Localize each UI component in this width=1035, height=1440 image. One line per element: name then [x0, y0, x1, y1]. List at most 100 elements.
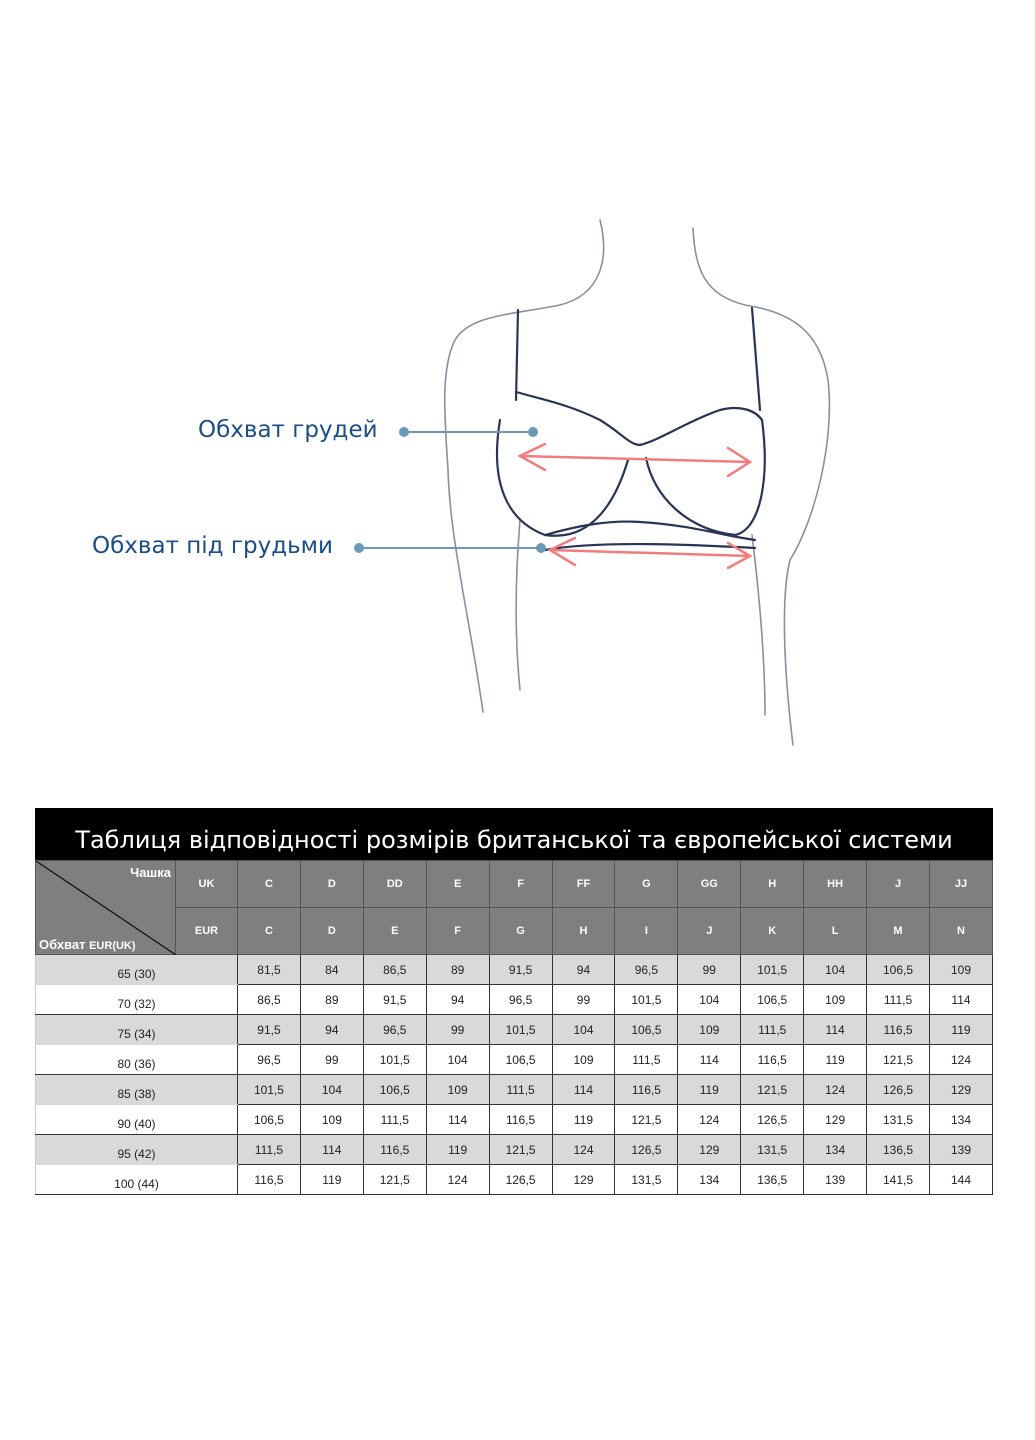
uk-cup-header: E: [425, 860, 490, 908]
underbust-point-dot: [536, 543, 546, 553]
bust-value-cell: 116,5: [362, 1134, 427, 1165]
bust-value-cell: 124: [677, 1104, 742, 1135]
bust-value-cell: 134: [677, 1164, 742, 1195]
bust-leader-dot: [399, 427, 409, 437]
eur-cup-header: E: [362, 907, 427, 955]
girth-header-main: Обхват: [39, 937, 86, 952]
bust-value-cell: 106,5: [866, 954, 930, 985]
table-title: Таблиця відповідності розмірів британськ…: [35, 808, 993, 860]
bust-value-cell: 124: [425, 1164, 490, 1195]
bust-value-cell: 104: [677, 984, 742, 1015]
bust-value-cell: 106,5: [740, 984, 805, 1015]
bust-value-cell: 106,5: [614, 1014, 679, 1045]
uk-cup-header: H: [740, 860, 805, 908]
bust-value-cell: 136,5: [740, 1164, 805, 1195]
band-size-cell: 95 (42): [35, 1134, 238, 1165]
bust-value-cell: 136,5: [866, 1134, 930, 1165]
bust-value-cell: 119: [299, 1164, 364, 1195]
bust-value-cell: 129: [677, 1134, 742, 1165]
bust-value-cell: 116,5: [740, 1044, 805, 1075]
band-size-cell: 80 (36): [35, 1044, 238, 1075]
bust-value-cell: 109: [425, 1074, 490, 1105]
bust-value-cell: 121,5: [488, 1134, 553, 1165]
bust-value-cell: 111,5: [740, 1014, 805, 1045]
uk-cup-header: C: [237, 860, 301, 908]
table-row: 95 (42) 111,5 114 116,5 119 121,5 124 126,5 129 1…: [35, 1134, 994, 1165]
bust-value-cell: 129: [551, 1164, 616, 1195]
bust-value-cell: 109: [928, 954, 994, 985]
eur-cup-header: L: [803, 907, 868, 955]
bust-value-cell: 104: [299, 1074, 364, 1105]
bust-value-cell: 119: [677, 1074, 742, 1105]
bust-value-cell: 109: [803, 984, 868, 1015]
bust-value-cell: 96,5: [237, 1044, 301, 1075]
bust-value-cell: 116,5: [614, 1074, 679, 1105]
eur-cup-header: K: [740, 907, 805, 955]
bust-value-cell: 114: [928, 984, 994, 1015]
table-corner-cell: Чашка Обхват EUR(UK): [35, 860, 176, 955]
uk-cup-header: GG: [677, 860, 742, 908]
bust-value-cell: 124: [803, 1074, 868, 1105]
bust-value-cell: 89: [425, 954, 490, 985]
band-size-cell: 70 (32): [35, 984, 238, 1015]
bust-value-cell: 91,5: [362, 984, 427, 1015]
bust-label: Обхват грудей: [198, 417, 378, 443]
girth-header: Обхват EUR(UK): [39, 937, 136, 952]
bust-value-cell: 106,5: [488, 1044, 553, 1075]
diagonal-divider: [36, 861, 176, 955]
bust-value-cell: 111,5: [237, 1134, 301, 1165]
uk-cup-header: HH: [803, 860, 868, 908]
table-row: 85 (38) 101,5 104 106,5 109 111,5 114 116,5 119 1…: [35, 1074, 994, 1105]
bust-value-cell: 109: [551, 1044, 616, 1075]
eur-cup-header: H: [551, 907, 616, 955]
eur-cup-header: C: [237, 907, 301, 955]
bust-value-cell: 104: [803, 954, 868, 985]
bust-value-cell: 114: [425, 1104, 490, 1135]
bust-value-cell: 91,5: [237, 1014, 301, 1045]
bust-value-cell: 134: [803, 1134, 868, 1165]
table-row: 80 (36) 96,5 99 101,5 104 106,5 109 111,5 114 116…: [35, 1044, 994, 1075]
uk-cup-header: JJ: [928, 860, 994, 908]
eur-cup-header: J: [677, 907, 742, 955]
band-size-cell: 75 (34): [35, 1014, 238, 1045]
bust-value-cell: 124: [928, 1044, 994, 1075]
bust-value-cell: 111,5: [866, 984, 930, 1015]
girth-header-unit: EUR(UK): [89, 940, 136, 952]
bust-value-cell: 84: [299, 954, 364, 985]
bust-value-cell: 101,5: [740, 954, 805, 985]
bust-value-cell: 119: [803, 1044, 868, 1075]
bust-value-cell: 99: [425, 1014, 490, 1045]
underbust-leader-dot: [354, 543, 364, 553]
bust-value-cell: 129: [803, 1104, 868, 1135]
bust-value-cell: 131,5: [866, 1104, 930, 1135]
table-row: 100 (44) 116,5 119 121,5 124 126,5 129 131,5 134…: [35, 1164, 994, 1195]
bust-value-cell: 86,5: [362, 954, 427, 985]
bust-value-cell: 119: [425, 1134, 490, 1165]
bust-value-cell: 96,5: [362, 1014, 427, 1045]
bust-value-cell: 129: [928, 1074, 994, 1105]
bust-value-cell: 104: [551, 1014, 616, 1045]
eur-cup-header: G: [488, 907, 553, 955]
bust-value-cell: 101,5: [237, 1074, 301, 1105]
bust-value-cell: 139: [803, 1164, 868, 1195]
eur-cup-header: N: [928, 907, 994, 955]
eur-cup-header: M: [866, 907, 930, 955]
bust-value-cell: 111,5: [362, 1104, 427, 1135]
bust-value-cell: 96,5: [614, 954, 679, 985]
uk-cup-header: DD: [362, 860, 427, 908]
eur-label: EUR: [175, 907, 238, 955]
bust-value-cell: 121,5: [866, 1044, 930, 1075]
bust-value-cell: 91,5: [488, 954, 553, 985]
uk-label: UK: [175, 860, 238, 908]
bust-value-cell: 94: [551, 954, 616, 985]
bust-value-cell: 106,5: [237, 1104, 301, 1135]
eur-cup-header: I: [614, 907, 679, 955]
bust-value-cell: 121,5: [362, 1164, 427, 1195]
bust-value-cell: 126,5: [614, 1134, 679, 1165]
bust-value-cell: 81,5: [237, 954, 301, 985]
table-row: 90 (40) 106,5 109 111,5 114 116,5 119 121,5 124 1…: [35, 1104, 994, 1135]
bust-value-cell: 111,5: [614, 1044, 679, 1075]
bust-measurement-illustration: [354, 219, 831, 746]
bust-value-cell: 109: [677, 1014, 742, 1045]
